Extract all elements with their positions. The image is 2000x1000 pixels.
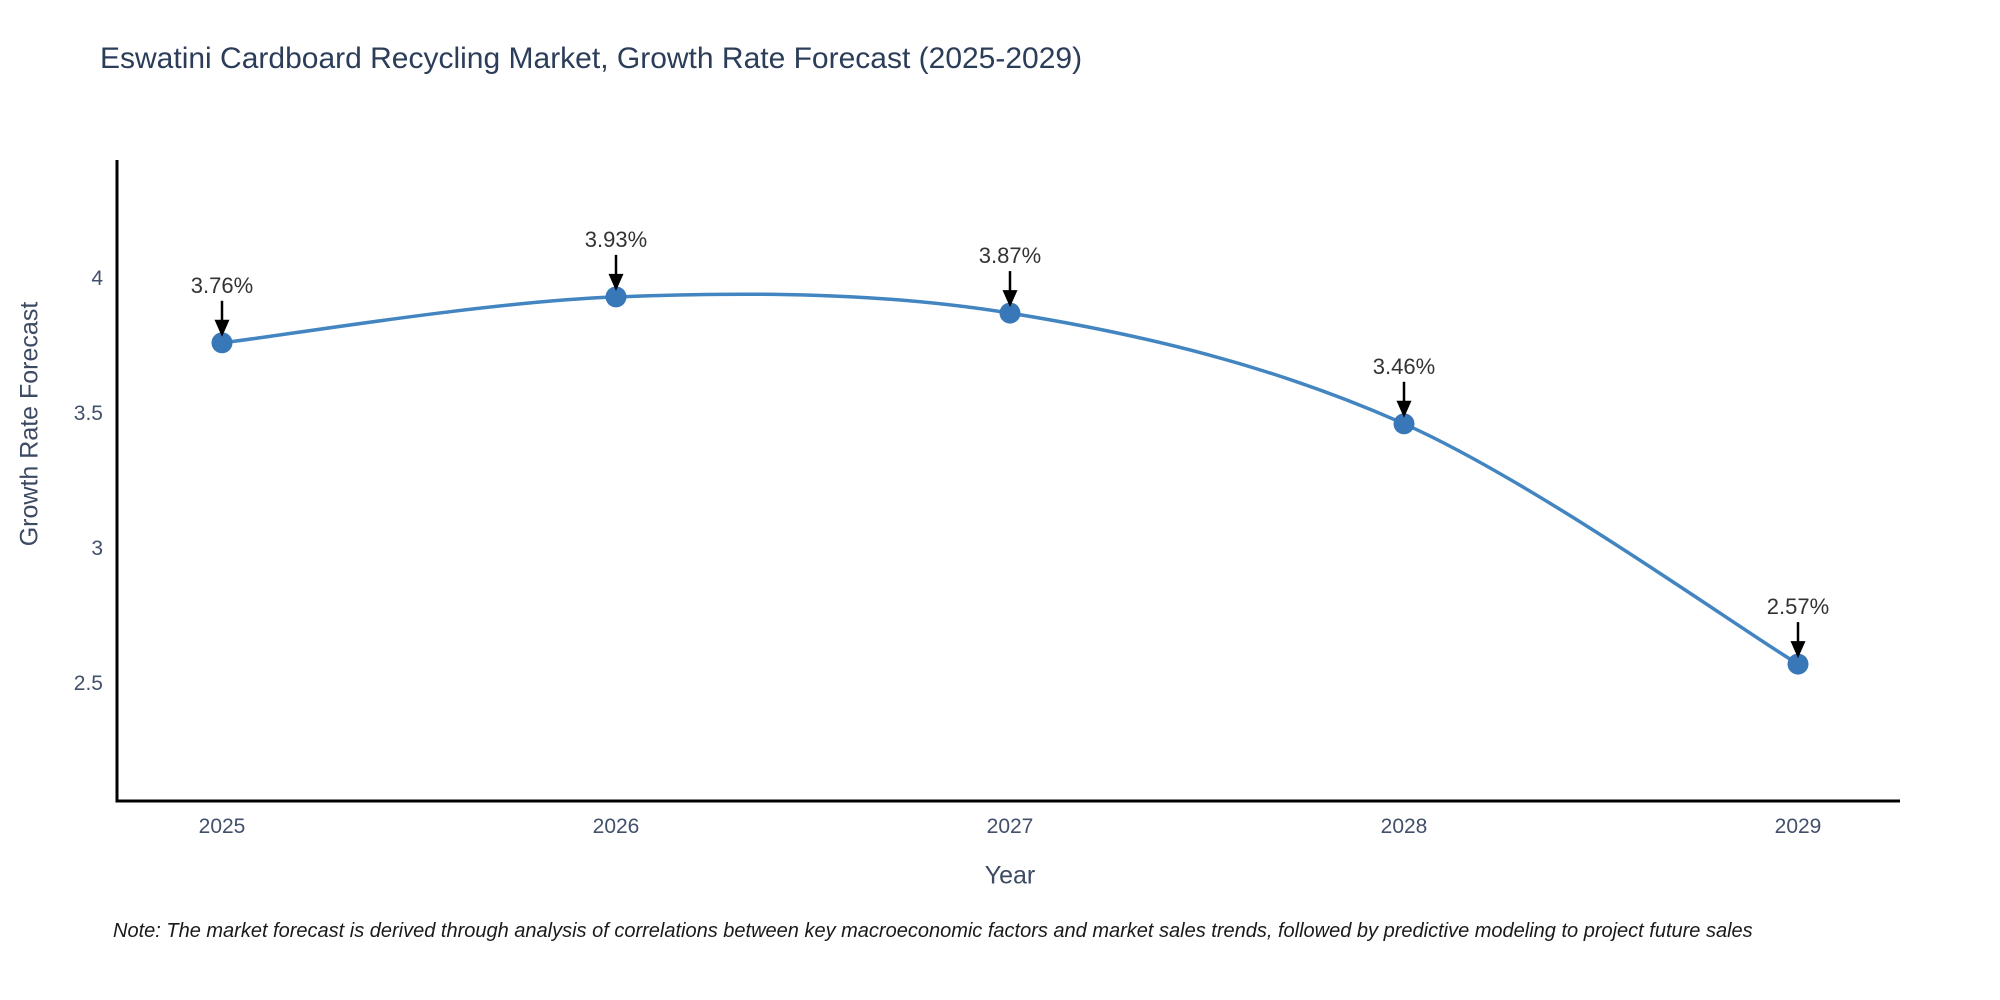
data-point-marker bbox=[211, 332, 233, 354]
point-annotation-label: 3.93% bbox=[585, 227, 647, 252]
y-tick-label: 3 bbox=[91, 537, 103, 560]
annotation-arrowhead bbox=[1790, 641, 1806, 659]
y-tick-label: 4 bbox=[91, 267, 103, 290]
annotation-arrowhead bbox=[608, 273, 624, 291]
point-annotation-label: 3.87% bbox=[979, 243, 1041, 268]
y-tick-label: 2.5 bbox=[74, 672, 103, 695]
x-tick-label: 2029 bbox=[1775, 815, 1822, 838]
data-point-marker bbox=[999, 302, 1021, 324]
footnote: Note: The market forecast is derived thr… bbox=[113, 920, 1753, 942]
point-annotation-label: 3.76% bbox=[191, 273, 253, 298]
x-tick-label: 2025 bbox=[199, 815, 246, 838]
x-tick-label: 2027 bbox=[987, 815, 1034, 838]
forecast-line bbox=[220, 292, 1800, 666]
annotation-arrowhead bbox=[1002, 290, 1018, 308]
point-annotation-label: 3.46% bbox=[1373, 354, 1435, 379]
chart-title: Eswatini Cardboard Recycling Market, Gro… bbox=[100, 42, 1083, 75]
data-point-marker bbox=[605, 286, 627, 308]
y-tick-label: 3.5 bbox=[74, 402, 103, 425]
data-point-marker bbox=[1393, 413, 1415, 435]
point-annotation-label: 2.57% bbox=[1767, 594, 1829, 619]
x-tick-label: 2028 bbox=[1381, 815, 1428, 838]
x-axis-title: Year bbox=[984, 861, 1036, 890]
annotation-arrowhead bbox=[1396, 400, 1412, 418]
data-point-marker bbox=[1787, 653, 1809, 675]
x-tick-label: 2026 bbox=[593, 815, 640, 838]
annotation-arrowhead bbox=[214, 319, 230, 337]
